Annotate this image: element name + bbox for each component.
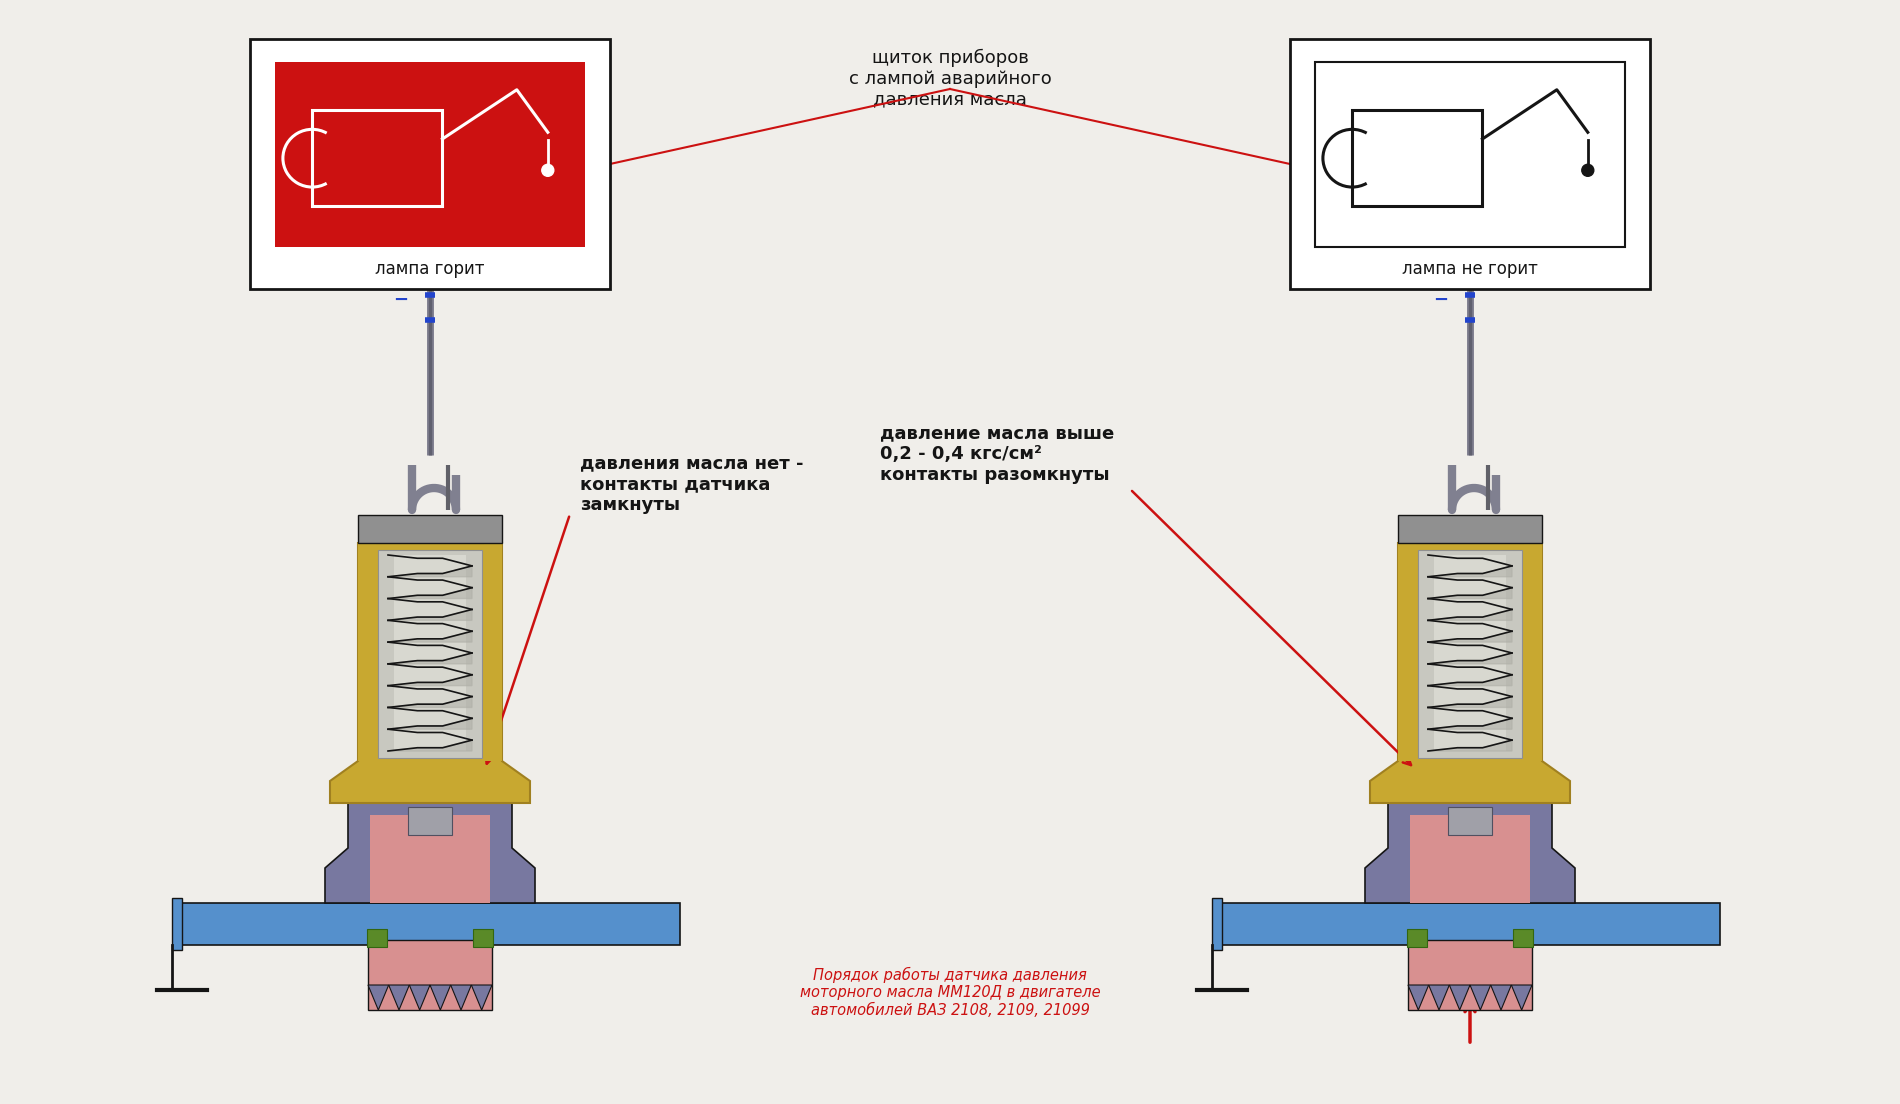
Polygon shape	[388, 719, 471, 730]
Text: Порядок работы датчика давления
моторного масла ММ120Д в двигателе
автомобилей В: Порядок работы датчика давления моторног…	[800, 966, 1100, 1018]
FancyBboxPatch shape	[378, 550, 483, 758]
Polygon shape	[1429, 675, 1512, 686]
Text: −: −	[1433, 291, 1448, 309]
FancyBboxPatch shape	[408, 222, 452, 237]
Polygon shape	[388, 566, 471, 576]
Polygon shape	[388, 697, 471, 708]
FancyBboxPatch shape	[357, 514, 502, 543]
FancyBboxPatch shape	[1315, 62, 1624, 247]
FancyBboxPatch shape	[1524, 543, 1543, 761]
FancyBboxPatch shape	[367, 928, 388, 947]
FancyBboxPatch shape	[1220, 903, 1720, 945]
Polygon shape	[388, 652, 471, 664]
Circle shape	[408, 150, 452, 194]
Polygon shape	[325, 803, 536, 903]
Circle shape	[1583, 164, 1594, 177]
FancyBboxPatch shape	[395, 555, 466, 751]
Text: +: +	[1319, 213, 1336, 233]
Polygon shape	[1429, 609, 1512, 620]
FancyBboxPatch shape	[1434, 555, 1505, 751]
Polygon shape	[1492, 985, 1510, 1010]
Polygon shape	[1429, 587, 1512, 598]
Polygon shape	[450, 985, 471, 1010]
Polygon shape	[471, 985, 492, 1010]
Text: щиток приборов
с лампой аварийного
давления масла: щиток приборов с лампой аварийного давле…	[849, 49, 1051, 109]
Polygon shape	[1450, 985, 1471, 1010]
Circle shape	[397, 140, 462, 204]
FancyBboxPatch shape	[1408, 940, 1531, 1010]
FancyBboxPatch shape	[173, 898, 182, 951]
FancyBboxPatch shape	[251, 39, 610, 289]
Text: лампа не горит: лампа не горит	[1402, 261, 1537, 278]
FancyBboxPatch shape	[369, 940, 492, 1010]
FancyBboxPatch shape	[1398, 514, 1543, 543]
Polygon shape	[1429, 652, 1512, 664]
Polygon shape	[1370, 543, 1569, 803]
Polygon shape	[1429, 566, 1512, 576]
Polygon shape	[429, 985, 450, 1010]
Text: давление масла выше
0,2 - 0,4 кгс/см²
контакты разомкнуты: давление масла выше 0,2 - 0,4 кгс/см² ко…	[880, 424, 1113, 484]
FancyBboxPatch shape	[276, 62, 585, 247]
Text: +: +	[564, 213, 581, 233]
Polygon shape	[1429, 719, 1512, 730]
FancyBboxPatch shape	[1410, 815, 1530, 903]
FancyBboxPatch shape	[1448, 807, 1492, 835]
FancyBboxPatch shape	[370, 815, 490, 903]
Polygon shape	[1364, 803, 1575, 903]
FancyBboxPatch shape	[1398, 543, 1415, 761]
Text: −: −	[393, 291, 408, 309]
Polygon shape	[369, 985, 390, 1010]
FancyBboxPatch shape	[473, 928, 492, 947]
FancyBboxPatch shape	[408, 807, 452, 835]
FancyBboxPatch shape	[1417, 550, 1522, 758]
Circle shape	[1448, 150, 1492, 194]
Polygon shape	[331, 543, 530, 803]
Circle shape	[420, 162, 441, 182]
Polygon shape	[1429, 740, 1512, 751]
FancyBboxPatch shape	[405, 197, 454, 258]
FancyBboxPatch shape	[484, 543, 502, 761]
Polygon shape	[388, 609, 471, 620]
Polygon shape	[1429, 631, 1512, 643]
Polygon shape	[1510, 985, 1531, 1010]
FancyBboxPatch shape	[1446, 197, 1495, 258]
Polygon shape	[388, 631, 471, 643]
Circle shape	[542, 164, 553, 177]
Polygon shape	[1429, 985, 1450, 1010]
Polygon shape	[1408, 985, 1429, 1010]
Polygon shape	[388, 587, 471, 598]
Polygon shape	[1429, 697, 1512, 708]
FancyBboxPatch shape	[180, 903, 680, 945]
FancyBboxPatch shape	[1448, 222, 1492, 237]
Polygon shape	[390, 985, 408, 1010]
Polygon shape	[388, 675, 471, 686]
Polygon shape	[408, 985, 429, 1010]
FancyBboxPatch shape	[1512, 928, 1533, 947]
FancyBboxPatch shape	[357, 543, 376, 761]
Polygon shape	[388, 740, 471, 751]
Text: давления масла нет -
контакты датчика
замкнуты: давления масла нет - контакты датчика за…	[580, 454, 804, 513]
FancyBboxPatch shape	[1290, 39, 1649, 289]
Polygon shape	[1471, 985, 1492, 1010]
FancyBboxPatch shape	[1408, 928, 1427, 947]
Text: лампа горит: лампа горит	[376, 261, 485, 278]
FancyBboxPatch shape	[1212, 898, 1222, 951]
